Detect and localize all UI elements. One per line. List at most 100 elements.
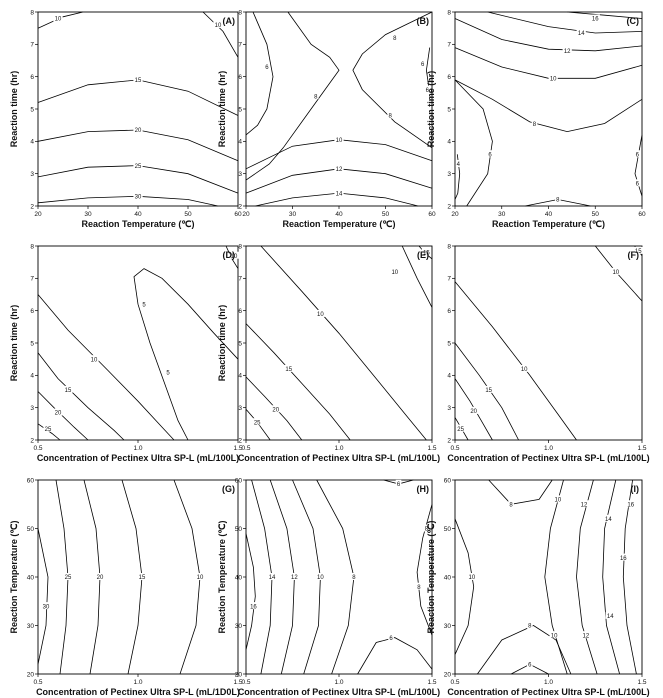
contour-label-bg [137,573,147,580]
x-axis-label: Concentration of Pectinex Ultra SP-L (mL… [37,453,239,463]
contour-label-bg [508,500,514,508]
contour-line [454,79,493,207]
contour-line [37,129,239,162]
contour-label-bg [419,59,426,67]
contour-label-bg [271,405,281,413]
x-tick-label: 1.0 [334,445,343,452]
contour-line [357,637,433,675]
contour-label: 6 [265,65,269,71]
contour-label: 12 [583,633,590,639]
contour-label-bg [334,164,344,172]
y-tick-label: 60 [444,477,452,484]
contour-label: 6 [397,482,401,488]
panel-label: (F) [628,250,640,260]
contour-label: 10 [231,254,238,260]
y-tick-label: 8 [447,243,451,250]
contour-label-bg [633,246,643,254]
contour-label: 15 [139,575,146,581]
contour-line [425,47,431,93]
contour-label: 16 [620,556,627,562]
contour-label: 14 [269,575,276,581]
contour-label: 10 [612,270,619,276]
contour-label: 15 [65,388,72,394]
contour-label: 4 [457,162,461,168]
contour-label-bg [133,192,143,200]
contour-label-bg [395,479,402,487]
x-tick-label: 50 [592,211,600,218]
contour-label: 8 [425,527,429,533]
x-tick-label: 20 [34,211,42,218]
contour-label: 8 [393,36,397,42]
contour-label-bg [576,29,586,37]
x-tick-label: 20 [242,211,250,218]
y-tick-label: 3 [238,405,242,412]
x-tick-label: 1.5 [427,445,436,452]
contour-line [260,245,427,441]
contour-label: 10 [317,312,324,318]
contour-line [37,79,239,116]
x-tick-label: 20 [451,211,459,218]
plot-frame [37,245,239,441]
contour-line [245,139,433,170]
x-axis-label: Concentration of Pectinex Ultra SP-L (mL… [447,453,649,463]
contour-label-bg [248,602,259,610]
contour-line [454,18,643,52]
y-tick-label: 2 [447,203,451,210]
contour-label-bg [605,611,615,619]
contour-line [352,11,433,149]
panel-label: (I) [631,484,640,494]
x-tick-label: 50 [184,211,192,218]
y-axis-label: Reaction time (hr) [426,71,436,148]
contour-label: 25 [65,575,72,581]
contour-line [133,268,239,441]
contour-label-bg [195,573,205,580]
y-tick-label: 50 [235,526,243,533]
x-tick-label: 40 [545,211,553,218]
y-tick-label: 20 [444,671,452,678]
contour-line [225,245,239,269]
contour-label: 10 [555,498,562,504]
contour-line [634,134,643,197]
contour-line [245,533,256,650]
contour-label-bg [626,500,636,508]
x-axis-label: Concentration of Pectinex Ultra SP-L (mL… [447,687,649,697]
contour-label: 6 [421,62,425,68]
contour-label-bg [315,309,325,317]
contour-label: 10 [55,17,62,23]
contour-line [37,352,125,441]
contour-label-bg [41,602,51,610]
y-tick-label: 2 [238,203,242,210]
contour-label-bg [95,573,105,580]
contour-label-bg [423,524,430,532]
contour-label: 8 [556,198,560,204]
contour-label: 20 [135,128,142,134]
x-tick-label: 1.0 [544,679,553,686]
y-tick-label: 7 [238,276,242,283]
y-tick-label: 5 [30,340,34,347]
contour-label: 12 [581,502,588,508]
y-tick-label: 20 [27,671,35,678]
x-tick-label: 1.5 [233,679,242,686]
contour-label-bg [634,179,641,187]
contour-label-bg [618,553,628,561]
contour-line [454,79,643,133]
contour-line [245,11,274,136]
contour-panel: 8 10 10 10 12 12 14 14 16 16 8 6 0.5 1.0 1.5 20 30 40 50 60… [426,477,650,697]
contour-line [567,11,643,19]
contour-label: 8 [352,575,356,581]
contour-label-bg [467,573,477,580]
contour-label-bg [63,573,73,580]
contour-label-bg [213,20,223,28]
contour-label-bg [43,424,53,432]
y-tick-label: 30 [27,623,35,630]
contour-label-bg [487,150,493,158]
contour-label-bg [312,92,319,100]
y-tick-label: 60 [235,477,243,484]
x-tick-label: 0.5 [33,679,42,686]
x-axis-label: Reaction Temperature (℃) [492,219,605,229]
contour-label-bg [519,364,529,372]
contour-label: 20 [55,411,62,417]
